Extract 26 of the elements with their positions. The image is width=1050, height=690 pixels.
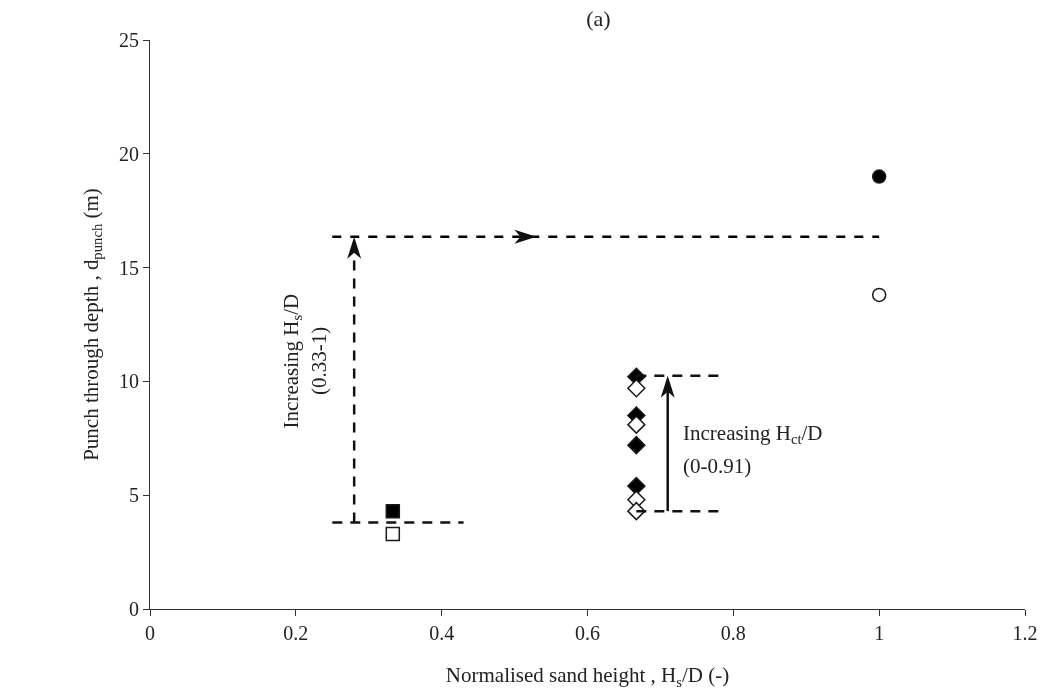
point xyxy=(627,379,646,398)
chart-title: (a) xyxy=(586,5,611,31)
y-tick-label: 10 xyxy=(118,370,139,393)
annotation: Increasing H$_{ct}$/D xyxy=(683,421,823,448)
x-tick-label: 1 xyxy=(874,622,885,645)
annotation: (0-0.91) xyxy=(683,454,752,478)
y-tick-label: 20 xyxy=(118,142,139,165)
x-axis-title: Normalised sand height , H$_{s}$/D (-) xyxy=(445,663,730,690)
x-tick-label: 0.2 xyxy=(283,622,309,645)
y-tick-label: 25 xyxy=(118,29,139,51)
point xyxy=(871,169,887,184)
x-tick-label: 0 xyxy=(145,622,155,645)
x-tick-label: 0.8 xyxy=(720,622,746,645)
y-tick-label: 15 xyxy=(118,256,139,279)
y-tick-label: 0 xyxy=(128,598,139,620)
x-tick-label: 0.4 xyxy=(429,622,455,645)
point xyxy=(871,287,887,303)
point xyxy=(385,503,401,519)
y-tick-label: 5 xyxy=(128,484,139,507)
x-tick-label: 0.6 xyxy=(575,622,600,645)
x-tick-label: 1.2 xyxy=(1012,622,1038,645)
point xyxy=(627,435,646,455)
point xyxy=(627,476,646,496)
point xyxy=(385,526,401,542)
point xyxy=(627,415,646,434)
annotation: (0.33-1) xyxy=(307,326,332,396)
